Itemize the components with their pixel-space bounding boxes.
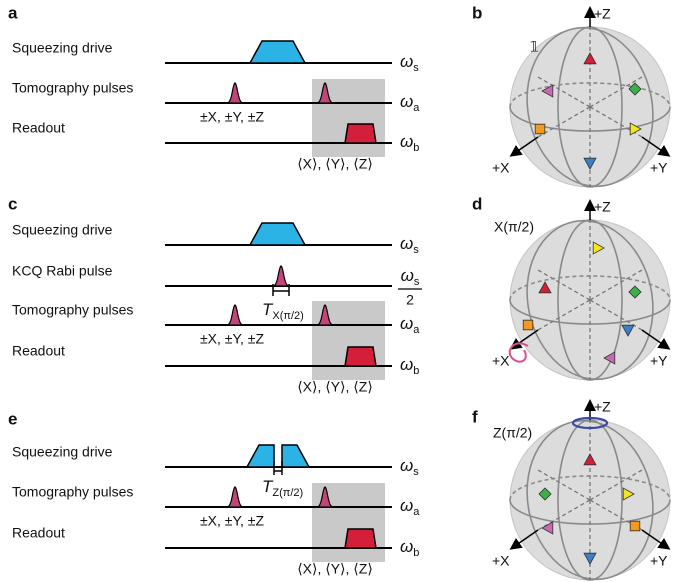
panel-label: c [8, 194, 17, 213]
frequency-label: ωs [400, 234, 419, 255]
axis-label: +Z [594, 199, 611, 215]
row-label: Tomography pulses [12, 80, 133, 96]
row-label: Squeezing drive [12, 444, 113, 460]
axis-label: +X [492, 553, 510, 569]
subscript: a [413, 102, 420, 114]
duration-label: TZ(π/2) [262, 477, 303, 498]
operation-label: Z(π/2) [493, 425, 532, 441]
subscript: X(π/2) [272, 310, 303, 322]
axis-label: +X [492, 353, 510, 369]
tomography-pulse [228, 83, 243, 103]
frequency-denominator: 2 [406, 292, 414, 308]
symbol: ω [400, 52, 413, 71]
panel-label: b [472, 3, 482, 22]
tomography-pulse [228, 487, 243, 507]
subscript: a [413, 324, 420, 336]
symbol: ω [400, 314, 413, 333]
frequency-label: ωa [400, 314, 420, 335]
frequency-label: ωa [400, 92, 420, 113]
readout-pulse [345, 529, 376, 548]
state-marker [535, 124, 545, 134]
panel-label: e [8, 409, 17, 428]
symbol: ω [400, 355, 413, 374]
subscript: s [414, 276, 420, 288]
subscript: Z(π/2) [272, 487, 303, 499]
symbol: ω [400, 456, 413, 475]
pulse-label: ±X, ±Y, ±Z [200, 109, 264, 125]
row-label: Tomography pulses [12, 302, 133, 318]
squeeze-pulse [282, 445, 309, 467]
pulse-label: ±X, ±Y, ±Z [200, 331, 264, 347]
subscript: b [413, 365, 419, 377]
readout-label: ⟨X⟩, ⟨Y⟩, ⟨Z⟩ [297, 561, 373, 577]
state-marker [523, 320, 533, 330]
row-label: KCQ Rabi pulse [12, 263, 113, 279]
row-label: Readout [12, 120, 65, 136]
frequency-label: ωb [400, 355, 419, 376]
subscript: s [413, 466, 419, 478]
subscript: s [413, 244, 419, 256]
frequency-label: ωs [400, 52, 419, 73]
state-marker [630, 521, 640, 531]
panel-label: f [472, 407, 478, 426]
row-label: Tomography pulses [12, 484, 133, 500]
panel-label: d [472, 194, 482, 213]
row-label: Readout [12, 343, 65, 359]
symbol: ω [400, 92, 413, 111]
operation-label: X(π/2) [494, 219, 534, 235]
symbol: ω [400, 234, 413, 253]
symbol: ω [401, 266, 414, 285]
symbol: ω [400, 537, 413, 556]
subscript: b [413, 547, 419, 559]
squeeze-pulse [247, 445, 274, 467]
figure: aSqueezing driveωsTomography pulsesωa±X,… [0, 0, 694, 582]
readout-label: ⟨X⟩, ⟨Y⟩, ⟨Z⟩ [297, 156, 373, 172]
frequency-label: ωb [400, 537, 419, 558]
subscript: a [413, 506, 420, 518]
symbol: ω [400, 496, 413, 515]
readout-pulse [345, 347, 376, 366]
axis-label: +X [492, 160, 510, 176]
identity-label: 𝟙 [530, 39, 539, 55]
readout-pulse [345, 124, 376, 143]
row-label: Squeezing drive [12, 40, 113, 56]
axis-label: +Y [650, 160, 668, 176]
squeeze-pulse [250, 41, 305, 63]
duration-label: TX(π/2) [262, 300, 304, 321]
symbol: ω [400, 132, 413, 151]
frequency-numerator: ωs [401, 266, 420, 287]
frequency-label: ωs [400, 456, 419, 477]
frequency-label: ωb [400, 132, 419, 153]
tomography-pulse [228, 305, 243, 325]
panel-label: a [8, 3, 18, 22]
row-label: Readout [12, 525, 65, 541]
squeeze-pulse [250, 223, 305, 245]
rabi-pulse [274, 266, 289, 286]
row-label: Squeezing drive [12, 222, 113, 238]
subscript: s [413, 62, 419, 74]
readout-label: ⟨X⟩, ⟨Y⟩, ⟨Z⟩ [297, 379, 373, 395]
axis-label: +Z [594, 399, 611, 415]
axis-label: +Y [650, 553, 668, 569]
pulse-label: ±X, ±Y, ±Z [200, 513, 264, 529]
axis-label: +Y [650, 353, 668, 369]
axis-label: +Z [594, 6, 611, 22]
subscript: b [413, 142, 419, 154]
frequency-label: ωa [400, 496, 420, 517]
